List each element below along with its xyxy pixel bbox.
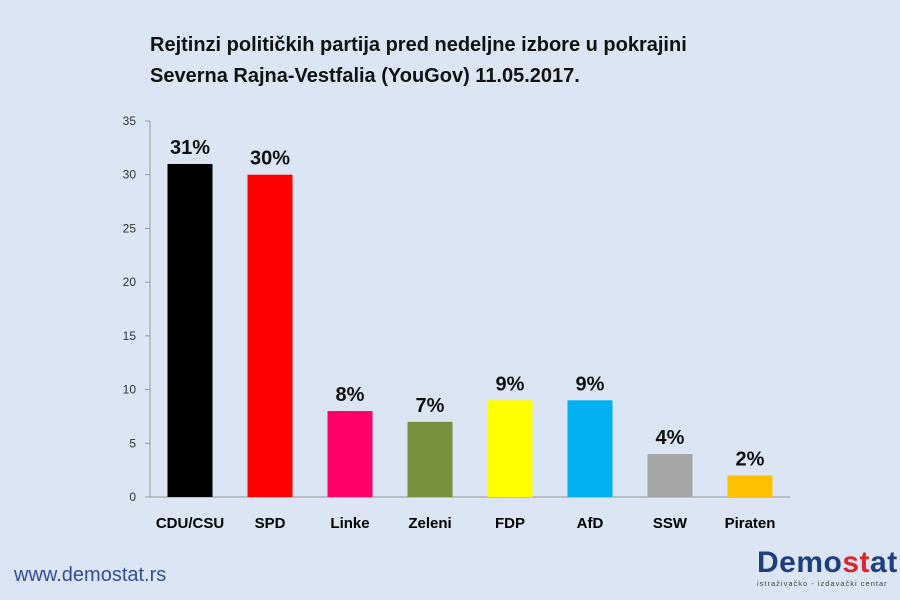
website-link[interactable]: www.demostat.rs (14, 564, 167, 586)
bar-fdp (487, 400, 533, 497)
y-tick-label: 5 (129, 436, 136, 450)
category-labels: CDU/CSU SPD Linke Zeleni FDP AfD SSW Piraten (156, 515, 776, 532)
y-tick-label: 20 (123, 275, 137, 289)
y-axis: 0 5 10 15 20 25 30 35 (123, 114, 151, 504)
y-tick-label: 30 (123, 168, 137, 182)
category-label: SSW (653, 515, 688, 532)
data-label: 4% (656, 427, 685, 449)
data-label: 9% (576, 373, 605, 395)
y-tick-label: 15 (123, 329, 137, 343)
category-label: FDP (495, 515, 525, 532)
category-label: SPD (255, 515, 286, 532)
demostat-logo: Demostat istraživačko - izdavački centar (757, 546, 897, 589)
y-tick-label: 35 (123, 114, 137, 128)
data-labels: 31% 30% 8% 7% 9% 9% 4% 2% (170, 137, 765, 471)
y-tick-label: 25 (123, 221, 137, 235)
bar-zeleni (407, 421, 453, 497)
data-label: 9% (496, 373, 525, 395)
logo-wordmark: Demostat (757, 546, 897, 579)
category-label: CDU/CSU (156, 515, 224, 532)
bar-afd (567, 400, 613, 497)
logo-part-2: at (870, 546, 898, 579)
y-tick-label: 10 (123, 383, 137, 397)
bar-ssw (647, 454, 693, 497)
category-label: Zeleni (408, 515, 451, 532)
category-label: Linke (330, 515, 369, 532)
bars (167, 163, 773, 497)
bar-linke (327, 411, 373, 497)
bar-spd (247, 174, 293, 497)
chart-title-line-1: Rejtinzi političkih partija pred nedeljn… (150, 34, 687, 56)
logo-part-1: Demo (757, 546, 843, 579)
data-label: 8% (336, 384, 365, 406)
chart-title: Rejtinzi političkih partija pred nedeljn… (150, 30, 870, 92)
bar-cdu-csu (167, 163, 213, 497)
bar-piraten (727, 475, 773, 497)
data-label: 30% (250, 148, 290, 170)
data-label: 7% (416, 395, 445, 417)
data-label: 31% (170, 137, 210, 159)
category-label: AfD (577, 515, 604, 532)
logo-part-accent: st (842, 546, 871, 579)
y-tick-label: 0 (129, 490, 136, 504)
category-label: Piraten (725, 515, 776, 532)
logo-tagline: istraživačko - izdavački centar (757, 579, 888, 588)
data-label: 2% (736, 449, 765, 471)
chart-title-line-2: Severna Rajna-Vestfalia (YouGov) 11.05.2… (150, 65, 580, 87)
